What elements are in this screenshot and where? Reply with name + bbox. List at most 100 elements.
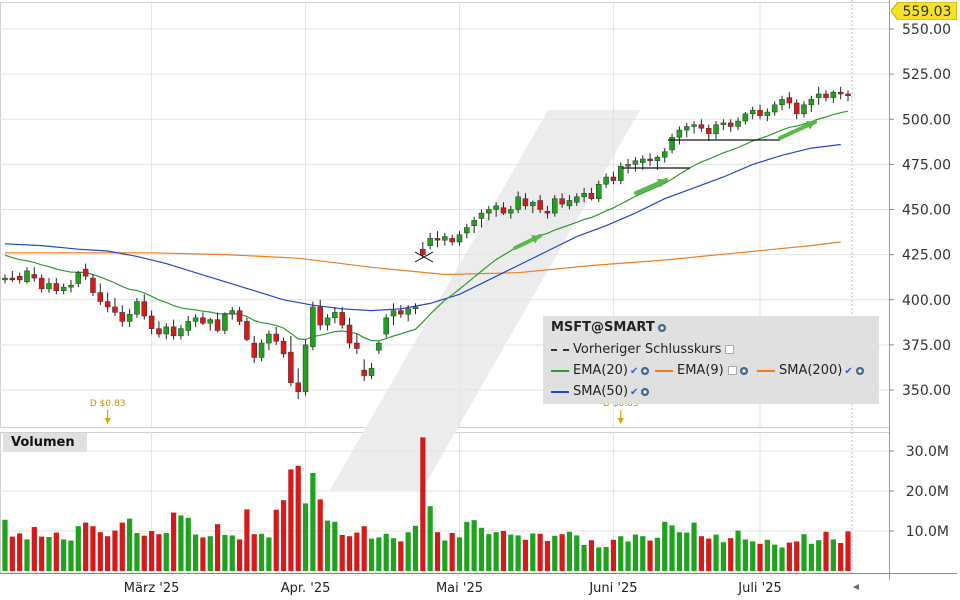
month-label: Apr. '25: [281, 581, 331, 596]
volume-bar: [618, 536, 624, 571]
dividend-arrow: [104, 418, 111, 424]
candle-body: [625, 164, 631, 167]
candle-body: [581, 193, 587, 198]
candle-body: [2, 277, 8, 281]
sma50-settings-icon[interactable]: [641, 387, 650, 396]
volume-tick-label: 20.0M: [906, 484, 949, 500]
candle-body: [38, 277, 45, 290]
volume-bar: [537, 533, 543, 571]
candle-body: [537, 200, 543, 210]
volume-bar: [185, 517, 191, 571]
candle-body: [229, 310, 235, 315]
volume-bar: [735, 530, 741, 571]
volume-panel-label: Volumen: [3, 433, 87, 452]
ema20-check-icon: ✔: [630, 366, 639, 377]
dividend-arrow: [617, 418, 624, 424]
legend-prev-close[interactable]: Vorheriger Schlusskurs: [551, 342, 735, 357]
candle-body: [618, 165, 624, 181]
volume-bar: [222, 535, 228, 571]
ema9-settings-icon[interactable]: [739, 366, 748, 375]
volume-bar: [134, 533, 140, 571]
candle-body: [266, 333, 272, 344]
candle-body: [493, 205, 499, 210]
last-price-label: 559.03: [903, 4, 952, 20]
candle-body: [837, 91, 844, 95]
legend-ema9[interactable]: EMA(9): [655, 363, 748, 378]
candle-body: [288, 351, 294, 384]
volume-bar: [830, 539, 836, 571]
sma200-settings-icon[interactable]: [855, 366, 864, 375]
candle-body: [156, 328, 162, 335]
sma200-check-icon: ✔: [844, 366, 853, 377]
candle-body: [376, 342, 382, 351]
candle-body: [566, 200, 573, 207]
volume-bar: [713, 534, 719, 571]
volume-bar: [720, 542, 726, 571]
volume-bar: [361, 526, 367, 571]
volume-bar: [405, 532, 411, 571]
candle-body: [185, 321, 192, 331]
candle-body: [302, 344, 309, 393]
candle-body: [845, 93, 851, 97]
ema20-settings-icon[interactable]: [641, 366, 650, 375]
sma50-line: [4, 143, 841, 312]
volume-bar: [112, 530, 118, 571]
volume-bar: [339, 535, 345, 571]
volume-tick-label: 30.0M: [906, 444, 949, 460]
prev-close-checkbox[interactable]: [725, 345, 735, 354]
candle-body: [471, 220, 477, 226]
volume-bar: [75, 526, 81, 571]
candle-body: [596, 183, 602, 199]
candle-body: [390, 310, 397, 317]
volume-bar: [192, 534, 199, 571]
volume-bar: [640, 536, 646, 571]
volume-bar: [566, 531, 573, 571]
candle-body: [742, 113, 749, 122]
candle-body: [75, 272, 82, 284]
volume-bar: [310, 473, 316, 571]
volume-bar: [24, 539, 30, 571]
dividend-label: D $0.83: [90, 399, 126, 409]
volume-bar: [156, 534, 162, 571]
price-tick-label: 350.00: [902, 383, 951, 399]
volume-bar: [346, 536, 353, 571]
candle-body: [713, 124, 719, 134]
volume-bar: [46, 537, 52, 571]
candle-body: [530, 202, 536, 207]
volume-bar: [464, 521, 470, 571]
volume-bar: [368, 538, 375, 571]
candle-body: [134, 301, 140, 315]
volume-bar: [97, 532, 103, 571]
legend-sma50[interactable]: SMA(50) ✔: [551, 384, 650, 399]
candle-body: [574, 196, 580, 203]
volume-bar: [552, 535, 558, 571]
volume-bar: [141, 535, 147, 571]
legend-settings-icon[interactable]: [657, 323, 666, 332]
volume-bar: [478, 527, 485, 571]
volume-bar: [229, 535, 235, 571]
volume-bar: [500, 531, 507, 571]
candle-body: [757, 109, 763, 116]
candle-body: [310, 306, 316, 347]
volume-tick-label: 10.0M: [906, 524, 949, 540]
volume-bar: [273, 509, 279, 571]
candle-body: [295, 382, 301, 393]
candle-body: [544, 211, 551, 214]
candle-body: [178, 328, 184, 337]
candle-body: [552, 198, 558, 214]
volume-bar: [676, 532, 682, 571]
ema9-checkbox[interactable]: [727, 366, 737, 375]
candle-body: [486, 209, 492, 214]
volume-bar: [200, 537, 206, 571]
legend-ema20[interactable]: EMA(20) ✔: [551, 363, 650, 378]
candle-body: [808, 99, 815, 106]
candle-body: [68, 285, 74, 288]
legend-sma200[interactable]: SMA(200) ✔: [757, 363, 864, 378]
candle-body: [478, 212, 485, 219]
candle-body: [236, 310, 243, 322]
candle-body: [317, 306, 323, 326]
volume-bar: [669, 525, 675, 571]
candle-body: [823, 93, 829, 98]
month-label: März '25: [124, 581, 180, 596]
candle-body: [97, 292, 104, 302]
